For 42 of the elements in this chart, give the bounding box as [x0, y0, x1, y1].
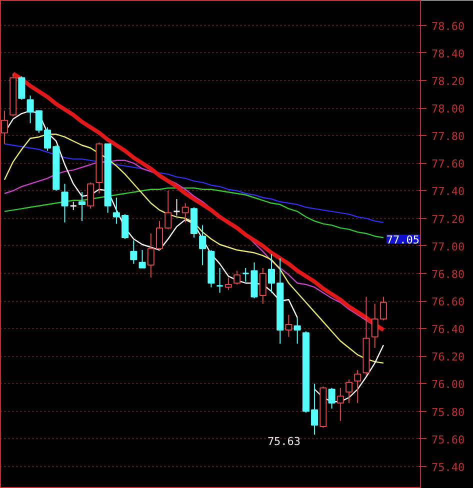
annotation: 75.63 — [267, 435, 301, 448]
candlestick — [172, 198, 180, 216]
y-tick-label: 77.00 — [432, 240, 465, 254]
y-tick-label: 78.40 — [432, 47, 465, 60]
candlestick — [336, 387, 344, 422]
candlestick — [259, 267, 266, 304]
candlestick — [130, 240, 138, 264]
candlestick — [380, 296, 387, 321]
y-tick-label: 75.80 — [432, 406, 465, 419]
y-tick-label: 76.20 — [432, 350, 465, 364]
y-tick-label: 76.80 — [432, 268, 465, 281]
candlestick — [182, 202, 189, 223]
candlestick — [345, 379, 353, 404]
annotation: 77.05 — [386, 233, 420, 246]
y-tick-label: 76.60 — [432, 296, 465, 309]
candlestick — [87, 182, 94, 210]
candlestick — [328, 387, 336, 410]
candlestick — [371, 303, 378, 348]
y-tick-label: 75.40 — [432, 460, 465, 474]
y-tick-label: 78.00 — [432, 102, 465, 116]
candlestick — [78, 192, 86, 222]
candlestick — [224, 277, 232, 290]
candlestick — [216, 267, 224, 294]
y-tick-label: 77.20 — [432, 212, 465, 226]
candlestick — [242, 267, 250, 282]
candlestick — [199, 224, 206, 266]
y-tick-label: 78.20 — [432, 74, 465, 88]
y-tick-label: 76.00 — [432, 378, 465, 392]
candlestick — [138, 250, 146, 268]
candlestick — [61, 183, 68, 223]
candlestick — [285, 314, 292, 338]
candlestick — [18, 76, 26, 100]
candlestick — [354, 369, 362, 404]
candlestick — [294, 317, 301, 344]
y-tick-label: 77.40 — [432, 185, 465, 198]
candlestick — [234, 270, 241, 285]
y-tick-label: 77.60 — [432, 158, 465, 171]
y-tick-label: 76.40 — [432, 323, 465, 336]
y-tick-label: 78.60 — [432, 20, 465, 33]
y-tick-label: 75.60 — [432, 433, 465, 446]
line-series — [4, 143, 384, 224]
y-tick-label: 77.80 — [432, 130, 465, 144]
